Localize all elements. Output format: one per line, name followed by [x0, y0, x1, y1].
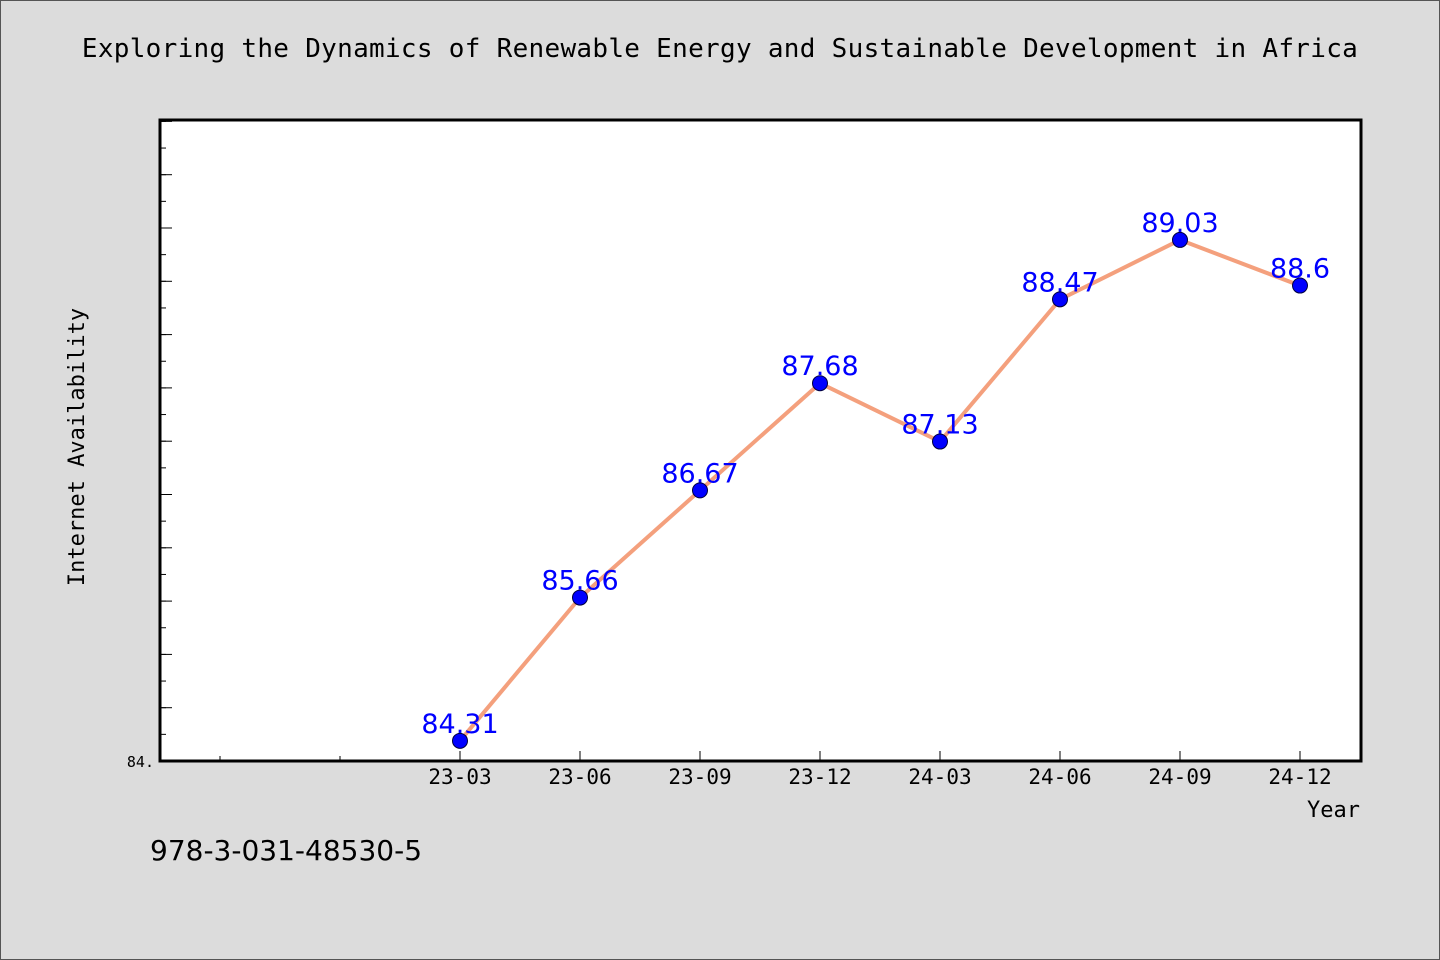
plot-area [160, 120, 1361, 761]
data-label: 88.6 [1270, 254, 1330, 285]
data-label: 88.47 [1021, 267, 1098, 298]
data-point [932, 433, 948, 450]
x-tick-label: 24-09 [1148, 765, 1211, 789]
x-tick-label: 24-12 [1268, 765, 1331, 789]
x-tick-label: 23-09 [668, 765, 731, 789]
series-markers [452, 231, 1308, 749]
footer-code: 978-3-031-48530-5 [150, 834, 423, 867]
data-point [452, 732, 468, 749]
data-label: 84.31 [421, 709, 498, 740]
data-point [572, 589, 588, 606]
data-point [1292, 277, 1308, 294]
x-tick-label: 23-12 [788, 765, 851, 789]
x-tick-label: 23-03 [428, 765, 491, 789]
data-point [692, 482, 708, 499]
chart-title: Exploring the Dynamics of Renewable Ener… [81, 34, 1359, 64]
plot-border [158, 118, 1363, 763]
data-point [1052, 291, 1068, 308]
y-axis-label: Internet Availability [65, 308, 90, 586]
x-tick-labels: 23-03 23-06 23-09 23-12 24-03 24-06 24-09 24-12 [428, 765, 1331, 789]
data-label: 86.67 [661, 458, 738, 489]
x-axis-label: Year [1307, 798, 1360, 823]
y-tick-label: 84. [127, 753, 154, 771]
series-line [458, 237, 1302, 743]
data-point [812, 375, 828, 392]
data-point [1172, 231, 1188, 248]
x-tick-label: 23-06 [548, 765, 611, 789]
x-tick-label: 24-03 [908, 765, 971, 789]
data-label: 87.13 [901, 410, 978, 441]
data-label: 85.66 [541, 566, 618, 597]
x-tick-label: 24-06 [1028, 765, 1091, 789]
data-label: 87.68 [781, 351, 858, 382]
data-labels: 84.31 85.66 86.67 87.68 87.13 88.47 89.03 88.6 [421, 208, 1330, 740]
data-label: 89.03 [1141, 208, 1218, 239]
